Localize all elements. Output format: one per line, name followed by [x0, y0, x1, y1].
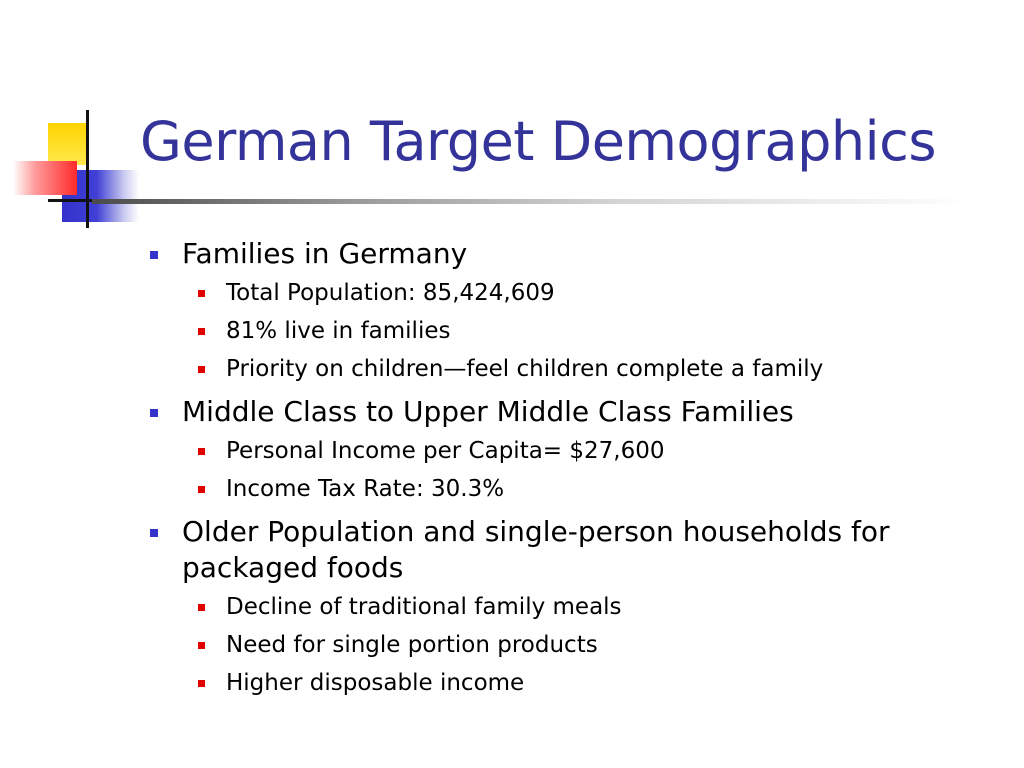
square-bullet-icon — [198, 448, 205, 455]
square-bullet-icon — [150, 529, 158, 537]
square-bullet-icon — [198, 328, 205, 335]
bullet-item: Older Population and single-person house… — [150, 514, 990, 586]
red-square-decoration — [13, 161, 77, 195]
bullet-heading: Families in Germany — [182, 237, 468, 270]
sub-bullet-list: Total Population: 85,424,609 81% live in… — [150, 274, 990, 388]
bullet-item: Families in Germany — [150, 236, 990, 272]
square-bullet-icon — [198, 604, 205, 611]
square-bullet-icon — [150, 409, 158, 417]
square-bullet-icon — [198, 486, 205, 493]
sub-bullet-text: Higher disposable income — [226, 670, 525, 696]
sub-bullet-text: Total Population: 85,424,609 — [226, 280, 555, 306]
square-bullet-icon — [198, 680, 205, 687]
slide-title: German Target Demographics — [140, 110, 936, 173]
bullet-item: Middle Class to Upper Middle Class Famil… — [150, 394, 990, 430]
square-bullet-icon — [198, 366, 205, 373]
slide-logo-graphic — [0, 0, 140, 240]
sub-bullet-text: Decline of traditional family meals — [226, 594, 622, 620]
bullet-heading: Older Population and single-person house… — [182, 515, 890, 584]
square-bullet-icon — [150, 251, 158, 259]
bullet-heading: Middle Class to Upper Middle Class Famil… — [182, 395, 794, 428]
sub-bullet-item: Total Population: 85,424,609 — [150, 274, 990, 312]
title-underline-rule — [92, 199, 972, 204]
sub-bullet-item: 81% live in families — [150, 312, 990, 350]
sub-bullet-text: Need for single portion products — [226, 632, 598, 658]
sub-bullet-text: Income Tax Rate: 30.3% — [226, 476, 505, 502]
sub-bullet-item: Higher disposable income — [150, 664, 990, 702]
vertical-line-decoration — [86, 110, 89, 228]
sub-bullet-item: Personal Income per Capita= $27,600 — [150, 432, 990, 470]
sub-bullet-text: Personal Income per Capita= $27,600 — [226, 438, 665, 464]
sub-bullet-item: Income Tax Rate: 30.3% — [150, 470, 990, 508]
sub-bullet-item: Need for single portion products — [150, 626, 990, 664]
square-bullet-icon — [198, 290, 205, 297]
sub-bullet-list: Decline of traditional family meals Need… — [150, 588, 990, 702]
sub-bullet-text: Priority on children—feel children compl… — [226, 356, 824, 382]
sub-bullet-text: 81% live in families — [226, 318, 451, 344]
sub-bullet-item: Decline of traditional family meals — [150, 588, 990, 626]
sub-bullet-item: Priority on children—feel children compl… — [150, 350, 990, 388]
slide-content: Families in Germany Total Population: 85… — [150, 230, 990, 704]
square-bullet-icon — [198, 642, 205, 649]
sub-bullet-list: Personal Income per Capita= $27,600 Inco… — [150, 432, 990, 508]
yellow-square-decoration — [48, 123, 88, 165]
